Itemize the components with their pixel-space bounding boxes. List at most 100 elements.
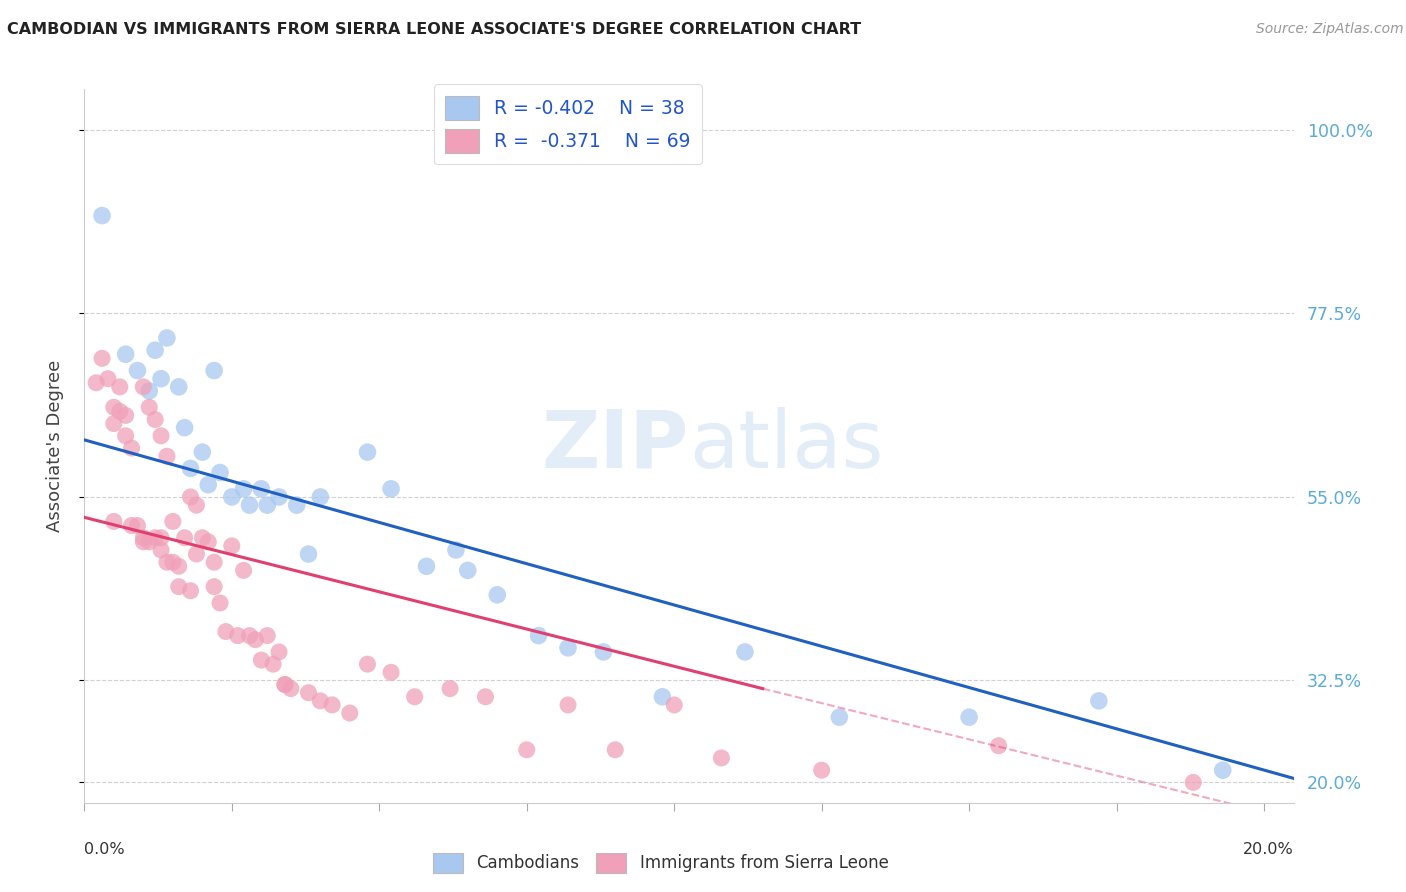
Point <box>91 351 114 366</box>
Text: CAMBODIAN VS IMMIGRANTS FROM SIERRA LEONE ASSOCIATE'S DEGREE CORRELATION CHART: CAMBODIAN VS IMMIGRANTS FROM SIERRA LEON… <box>7 22 860 37</box>
Point <box>127 363 149 377</box>
Point <box>356 657 378 672</box>
Point <box>557 640 579 655</box>
Point <box>232 563 254 577</box>
Point <box>103 417 125 431</box>
Point <box>150 531 173 545</box>
Point <box>103 515 125 529</box>
Point <box>262 657 284 672</box>
Point <box>167 380 190 394</box>
Point <box>256 629 278 643</box>
Point <box>339 706 361 720</box>
Point <box>1212 763 1234 777</box>
Point <box>380 665 402 680</box>
Point <box>180 583 202 598</box>
Point <box>957 710 980 724</box>
Point <box>156 331 179 345</box>
Point <box>309 490 332 504</box>
Point <box>605 743 627 757</box>
Point <box>91 209 114 223</box>
Point <box>202 580 225 594</box>
Y-axis label: Associate's Degree: Associate's Degree <box>45 359 63 533</box>
Point <box>404 690 426 704</box>
Point <box>297 686 319 700</box>
Point <box>1088 694 1111 708</box>
Point <box>173 531 195 545</box>
Point <box>84 376 107 390</box>
Point <box>651 690 673 704</box>
Point <box>191 531 214 545</box>
Point <box>256 498 278 512</box>
Point <box>132 531 155 545</box>
Point <box>167 580 190 594</box>
Point <box>810 763 832 777</box>
Point <box>250 482 273 496</box>
Point <box>238 629 260 643</box>
Point <box>474 690 496 704</box>
Point <box>103 401 125 415</box>
Point <box>197 477 219 491</box>
Point <box>208 466 231 480</box>
Point <box>150 543 173 558</box>
Point <box>143 343 166 358</box>
Point <box>280 681 302 696</box>
Text: 0.0%: 0.0% <box>84 842 125 857</box>
Text: Source: ZipAtlas.com: Source: ZipAtlas.com <box>1256 22 1403 37</box>
Point <box>150 429 173 443</box>
Point <box>162 555 184 569</box>
Point <box>250 653 273 667</box>
Point <box>108 380 131 394</box>
Point <box>516 743 538 757</box>
Point <box>297 547 319 561</box>
Point <box>186 547 208 561</box>
Point <box>132 380 155 394</box>
Point <box>527 629 550 643</box>
Point <box>226 629 249 643</box>
Point <box>232 482 254 496</box>
Legend: R = -0.402    N = 38, R =  -0.371    N = 69: R = -0.402 N = 38, R = -0.371 N = 69 <box>434 85 702 164</box>
Point <box>321 698 343 712</box>
Point <box>208 596 231 610</box>
Point <box>664 698 686 712</box>
Point <box>167 559 190 574</box>
Point <box>274 677 297 691</box>
Point <box>138 401 160 415</box>
Point <box>150 372 173 386</box>
Point <box>202 555 225 569</box>
Text: atlas: atlas <box>689 407 883 485</box>
Point <box>143 412 166 426</box>
Point <box>173 420 195 434</box>
Point <box>356 445 378 459</box>
Point <box>156 449 179 463</box>
Point <box>828 710 851 724</box>
Point <box>444 543 467 558</box>
Point <box>132 534 155 549</box>
Point <box>138 384 160 398</box>
Point <box>108 404 131 418</box>
Point <box>97 372 120 386</box>
Point <box>114 347 136 361</box>
Point <box>274 677 297 691</box>
Point <box>143 531 166 545</box>
Point <box>557 698 579 712</box>
Point <box>180 490 202 504</box>
Point <box>215 624 238 639</box>
Point <box>285 498 308 512</box>
Text: 20.0%: 20.0% <box>1243 842 1294 857</box>
Point <box>114 429 136 443</box>
Legend: Cambodians, Immigrants from Sierra Leone: Cambodians, Immigrants from Sierra Leone <box>426 847 896 880</box>
Point <box>202 363 225 377</box>
Point <box>191 445 214 459</box>
Point <box>114 409 136 423</box>
Point <box>267 490 290 504</box>
Point <box>221 539 243 553</box>
Point <box>180 461 202 475</box>
Point <box>138 534 160 549</box>
Point <box>734 645 756 659</box>
Point <box>380 482 402 496</box>
Text: ZIP: ZIP <box>541 407 689 485</box>
Point <box>197 534 219 549</box>
Point <box>309 694 332 708</box>
Point <box>592 645 614 659</box>
Point <box>156 555 179 569</box>
